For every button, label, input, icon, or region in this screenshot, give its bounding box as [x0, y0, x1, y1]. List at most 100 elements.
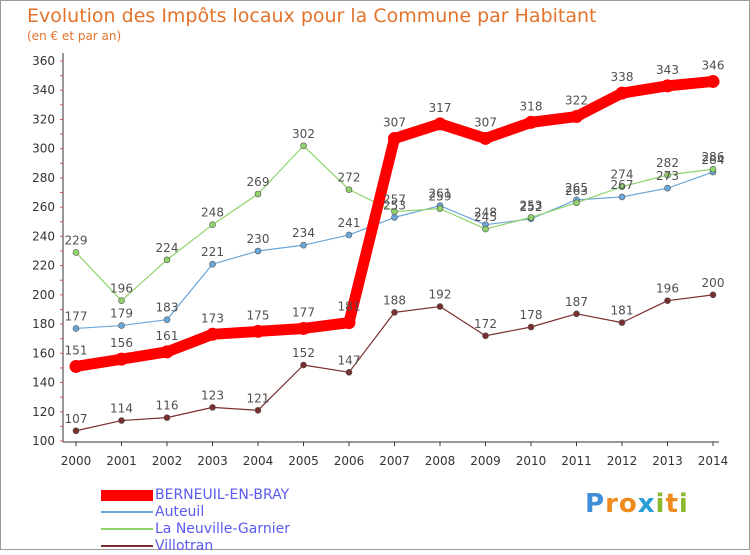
- data-label-auteuil: 248: [474, 206, 497, 220]
- data-point-berneuil-en-bray: [706, 74, 720, 88]
- y-tick-label: 300: [32, 142, 55, 156]
- data-point-la-neuville-garnier: [527, 214, 535, 221]
- legend-label-berneuil-en-bray: BERNEUIL-EN-BRAY: [155, 487, 290, 503]
- y-tick-label: 220: [32, 259, 55, 273]
- data-point-auteuil: [209, 260, 216, 268]
- data-label-berneuil-en-bray: 175: [247, 308, 270, 322]
- data-point-la-neuville-garnier: [254, 190, 262, 198]
- data-point-berneuil-en-bray: [342, 316, 356, 330]
- logo-letter: t: [665, 489, 679, 519]
- data-point-berneuil-en-bray: [206, 327, 219, 341]
- data-label-berneuil-en-bray: 346: [702, 58, 725, 72]
- logo-letter: P: [585, 489, 606, 519]
- data-point-auteuil: [345, 231, 353, 239]
- data-label-villotran: 121: [247, 391, 270, 405]
- data-point-auteuil: [72, 325, 80, 332]
- chart-axes: 100 120 140 160 180 200 220 240 260 280 300 320 340 3…: [32, 53, 728, 468]
- data-label-auteuil: 221: [201, 245, 224, 259]
- data-point-la-neuville-garnier: [300, 142, 307, 150]
- logo-letter: i: [678, 489, 689, 519]
- legend-label-la-neuville-garnier: La Neuville-Garnier: [155, 521, 290, 537]
- data-label-auteuil: 284: [702, 153, 725, 167]
- data-point-villotran: [527, 323, 535, 331]
- logo-letter: r: [605, 489, 619, 519]
- data-label-la-neuville-garnier: 282: [656, 156, 679, 170]
- data-label-berneuil-en-bray: 322: [565, 94, 588, 108]
- data-point-berneuil-en-bray: [524, 115, 538, 129]
- x-tick-label: 2013: [652, 454, 683, 468]
- data-point-villotran: [209, 404, 216, 411]
- series-la-neuville-garnier: [72, 142, 717, 304]
- data-label-auteuil: 267: [611, 178, 634, 192]
- x-tick-label: 2005: [288, 454, 319, 468]
- data-label-auteuil: 177: [65, 309, 88, 323]
- data-label-berneuil-en-bray: 161: [156, 329, 179, 343]
- logo-letter: i: [655, 489, 666, 519]
- x-tick-label: 2002: [152, 454, 183, 468]
- x-tick-label: 2009: [470, 454, 501, 468]
- data-point-la-neuville-garnier: [391, 208, 398, 215]
- data-label-la-neuville-garnier: 274: [611, 168, 634, 182]
- data-label-villotran: 114: [110, 402, 133, 416]
- data-label-berneuil-en-bray: 307: [383, 115, 406, 129]
- data-label-villotran: 152: [292, 346, 315, 360]
- data-label-berneuil-en-bray: 318: [520, 99, 543, 113]
- y-tick-label: 180: [32, 317, 55, 331]
- data-label-la-neuville-garnier: 259: [429, 190, 452, 204]
- data-point-la-neuville-garnier: [163, 256, 171, 264]
- data-label-berneuil-en-bray: 343: [656, 63, 679, 77]
- data-label-la-neuville-garnier: 196: [110, 282, 133, 296]
- y-tick-label: 120: [32, 405, 55, 419]
- data-point-villotran: [163, 414, 171, 421]
- data-label-la-neuville-garnier: 245: [474, 210, 497, 224]
- data-point-berneuil-en-bray: [251, 324, 265, 338]
- x-tick-label: 2003: [197, 454, 228, 468]
- data-labels-layer: 151 156 161 173 175 177 181 307 317 307 318 322 338 3…: [65, 58, 725, 425]
- data-label-auteuil: 265: [565, 181, 588, 195]
- data-label-la-neuville-garnier: 263: [565, 184, 588, 198]
- y-tick-label: 140: [32, 376, 55, 390]
- legend-swatch-la-neuville-garnier: [101, 528, 153, 530]
- data-point-la-neuville-garnier: [436, 205, 444, 212]
- data-label-villotran: 116: [156, 399, 179, 413]
- data-point-berneuil-en-bray: [570, 110, 583, 124]
- legend-swatch-auteuil: [101, 511, 153, 513]
- logo-letter: x: [637, 489, 656, 519]
- data-point-auteuil: [618, 193, 626, 201]
- data-label-auteuil: 253: [383, 198, 406, 212]
- data-point-villotran: [118, 417, 125, 424]
- data-label-la-neuville-garnier: 272: [338, 171, 361, 185]
- data-point-villotran: [436, 303, 444, 310]
- data-point-berneuil-en-bray: [615, 86, 629, 100]
- data-label-la-neuville-garnier: 257: [383, 193, 406, 207]
- data-point-la-neuville-garnier: [209, 221, 216, 228]
- series-villotran: [72, 291, 717, 435]
- x-tick-label: 2010: [516, 454, 547, 468]
- data-label-villotran: 181: [611, 304, 634, 318]
- data-point-la-neuville-garnier: [573, 199, 580, 207]
- data-label-berneuil-en-bray: 181: [338, 300, 361, 314]
- data-point-la-neuville-garnier: [664, 171, 671, 179]
- data-point-berneuil-en-bray: [69, 359, 83, 373]
- legend-swatch-villotran: [101, 545, 153, 547]
- data-label-villotran: 178: [520, 308, 543, 322]
- data-label-villotran: 107: [65, 412, 88, 426]
- x-tick-label: 2004: [243, 454, 274, 468]
- data-point-berneuil-en-bray: [433, 117, 447, 131]
- data-label-berneuil-en-bray: 156: [110, 336, 133, 350]
- data-label-la-neuville-garnier: 248: [201, 206, 224, 220]
- data-point-villotran: [345, 369, 353, 376]
- data-label-la-neuville-garnier: 224: [156, 241, 179, 255]
- data-point-villotran: [391, 309, 398, 316]
- data-label-berneuil-en-bray: 151: [65, 343, 88, 357]
- data-label-villotran: 196: [656, 282, 679, 296]
- data-point-auteuil: [300, 241, 307, 249]
- data-label-auteuil: 241: [338, 216, 361, 230]
- legend-label-villotran: Villotran: [155, 538, 214, 554]
- x-tick-label: 2007: [379, 454, 410, 468]
- data-label-la-neuville-garnier: 229: [65, 233, 88, 247]
- data-point-villotran: [573, 310, 580, 318]
- logo-letter: o: [618, 489, 638, 519]
